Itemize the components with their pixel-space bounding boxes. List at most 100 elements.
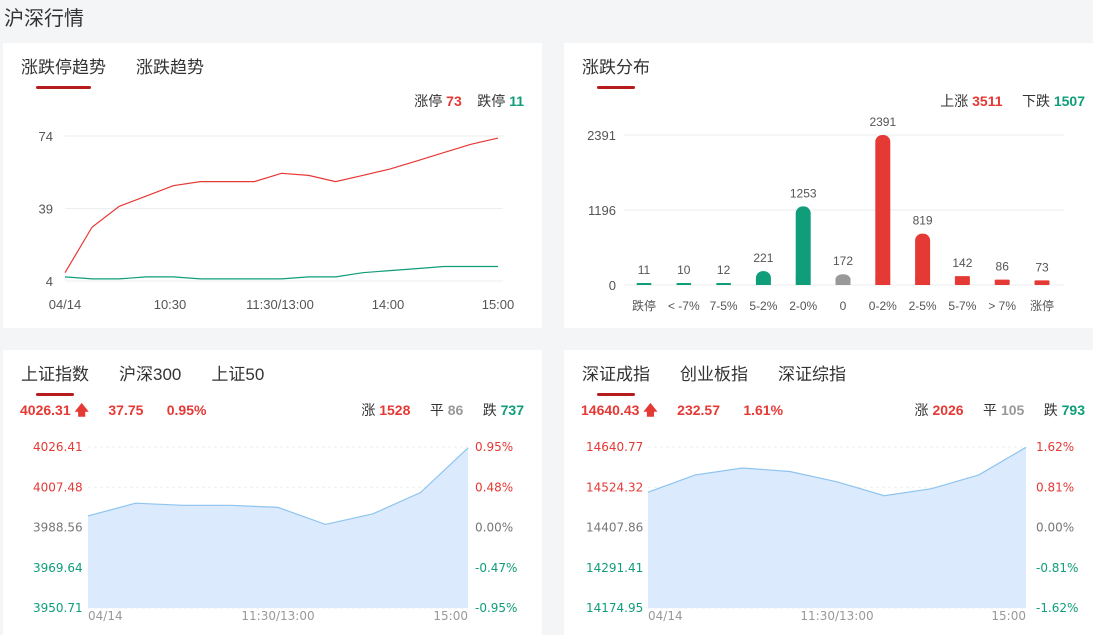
right-tick-label: 0.81% xyxy=(1036,480,1074,494)
limit-trend-tabs: 涨跌停趋势 涨跌趋势 xyxy=(21,53,204,89)
bar-base xyxy=(755,278,771,285)
sh-index-chart: 4026.41 0.95% 4007.48 0.48% 3988.56 0.00% 3969… xyxy=(33,440,517,623)
sh-index-tabs: 上证指数 沪深300 上证50 xyxy=(21,360,265,396)
down-label: 下跌 xyxy=(1021,93,1050,109)
sh-breadth: 涨 1528 平 86 跌 737 xyxy=(361,400,524,420)
limit-down-label: 跌停 xyxy=(477,93,506,109)
index-line xyxy=(87,447,469,526)
up-arrow-icon: 🡅 xyxy=(643,402,658,418)
sz-up-label: 涨 xyxy=(914,402,929,418)
bar-base xyxy=(795,278,811,285)
sz-down-count: 793 xyxy=(1061,402,1085,418)
series-line-limit-down xyxy=(64,265,498,280)
up-label: 上涨 xyxy=(940,93,969,109)
bar-base xyxy=(875,278,891,285)
series-line-limit-up xyxy=(64,137,499,274)
x-tick-label: 2-0% xyxy=(789,299,817,313)
sh-quote: 4026.31 🡅 37.75 0.95% xyxy=(20,400,206,424)
left-tick-label: 4007.48 xyxy=(33,480,83,494)
right-tick-label: 0.48% xyxy=(475,480,513,494)
sh-price: 4026.31 xyxy=(20,402,71,418)
left-tick-label: 3969.64 xyxy=(33,561,83,575)
tab-csi300[interactable]: 沪深300 xyxy=(119,365,182,384)
sz-index-tabs: 深证成指 创业板指 深证综指 xyxy=(582,360,846,396)
left-tick-label: 14524.32 xyxy=(586,480,643,494)
y-tick-label: 4 xyxy=(46,274,53,289)
bar xyxy=(915,233,931,285)
x-tick-label: 15:00 xyxy=(433,609,468,623)
bar xyxy=(716,283,732,285)
tab-chinext[interactable]: 创业板指 xyxy=(680,365,748,384)
x-tick-label: 5-2% xyxy=(749,299,777,313)
sh-down-count: 737 xyxy=(500,402,524,418)
tab-szse-component[interactable]: 深证成指 xyxy=(582,360,650,396)
bar-value-label: 10 xyxy=(677,263,691,277)
x-tick-label: < -7% xyxy=(668,299,700,313)
bar xyxy=(875,135,891,285)
y-tick-label: 1196 xyxy=(588,203,616,218)
tab-sse50[interactable]: 上证50 xyxy=(211,365,265,384)
limit-trend-card: 涨跌停趋势 涨跌趋势 涨停 73 跌停 11 74 39 4 04/14 10:30 11… xyxy=(3,43,542,328)
bar xyxy=(795,206,811,285)
y-tick-label: 39 xyxy=(39,202,53,217)
sh-up-count: 1528 xyxy=(379,402,411,418)
x-tick-label: 15:00 xyxy=(482,297,515,312)
sz-flat-label: 平 xyxy=(983,402,998,418)
tab-rise-fall-trend[interactable]: 涨跌趋势 xyxy=(136,58,204,77)
y-tick-label: 74 xyxy=(39,129,53,144)
distribution-chart: 2391 1196 0 11 跌停 10 < -7% 12 7-5% 221 5-2% 1253 2-0… xyxy=(587,115,1064,313)
bar-value-label: 819 xyxy=(913,214,933,228)
index-area xyxy=(88,447,468,608)
left-tick-label: 14291.41 xyxy=(586,561,643,575)
sz-down-label: 跌 xyxy=(1043,402,1058,418)
right-tick-label: -0.81% xyxy=(1036,561,1078,575)
left-tick-label: 3988.56 xyxy=(33,521,83,535)
x-tick-label: 04/14 xyxy=(88,609,123,623)
tab-szse-composite[interactable]: 深证综指 xyxy=(778,365,846,384)
sz-index-chart: 14640.77 1.62% 14524.32 0.81% 14407.86 0.00% 1… xyxy=(586,440,1078,623)
x-tick-label: 10:30 xyxy=(154,297,187,312)
up-value: 3511 xyxy=(972,93,1003,109)
tab-sh-composite[interactable]: 上证指数 xyxy=(21,360,89,396)
bar-value-label: 11 xyxy=(638,263,651,277)
down-value: 1507 xyxy=(1053,93,1085,109)
sh-change-pct: 0.95% xyxy=(166,402,207,418)
x-tick-label: 7-5% xyxy=(710,299,738,313)
limit-counts: 涨停 73 跌停 11 xyxy=(414,91,524,111)
bar-value-label: 221 xyxy=(753,251,773,265)
bar xyxy=(954,276,970,285)
limit-up-label: 涨停 xyxy=(414,93,443,109)
x-tick-label: 11:30/13:00 xyxy=(246,297,314,312)
y-tick-label: 0 xyxy=(609,278,616,293)
left-tick-label: 14640.77 xyxy=(586,440,643,454)
left-tick-label: 3950.71 xyxy=(33,601,83,615)
x-tick-label: 11:30/13:00 xyxy=(241,609,314,623)
distribution-counts: 上涨 3511 下跌 1507 xyxy=(940,91,1085,111)
distribution-tabs: 涨跌分布 xyxy=(582,53,650,89)
distribution-title[interactable]: 涨跌分布 xyxy=(582,53,650,89)
up-arrow-icon: 🡅 xyxy=(74,402,89,418)
x-tick-label: 跌停 xyxy=(632,298,656,313)
index-area xyxy=(648,447,1026,608)
sz-quote: 14640.43 🡅 232.57 1.61% xyxy=(581,400,783,424)
tab-limit-trend[interactable]: 涨跌停趋势 xyxy=(21,53,106,89)
bar xyxy=(1034,280,1050,285)
page-title: 沪深行情 xyxy=(4,8,84,30)
left-tick-label: 4026.41 xyxy=(33,440,83,454)
bar-value-label: 2391 xyxy=(869,115,896,129)
sh-down-label: 跌 xyxy=(482,402,497,418)
x-tick-label: 04/14 xyxy=(648,609,683,623)
bar-value-label: 73 xyxy=(1035,260,1049,274)
bar-value-label: 86 xyxy=(996,260,1010,274)
x-tick-label: 14:00 xyxy=(372,297,405,312)
bar xyxy=(994,279,1010,285)
right-tick-label: -0.47% xyxy=(475,561,517,575)
sh-index-card: 上证指数 沪深300 上证50 4026.31 🡅 37.75 0.95% 涨 … xyxy=(3,350,542,635)
bar-value-label: 172 xyxy=(833,254,853,268)
sz-up-count: 2026 xyxy=(932,402,964,418)
bar-value-label: 1253 xyxy=(790,186,817,200)
sh-flat-count: 86 xyxy=(447,402,464,418)
x-tick-label: 0-2% xyxy=(869,299,897,313)
distribution-card: 涨跌分布 上涨 3511 下跌 1507 2391 1196 0 11 跌停 10 < -7… xyxy=(564,43,1093,328)
left-tick-label: 14174.95 xyxy=(586,601,643,615)
